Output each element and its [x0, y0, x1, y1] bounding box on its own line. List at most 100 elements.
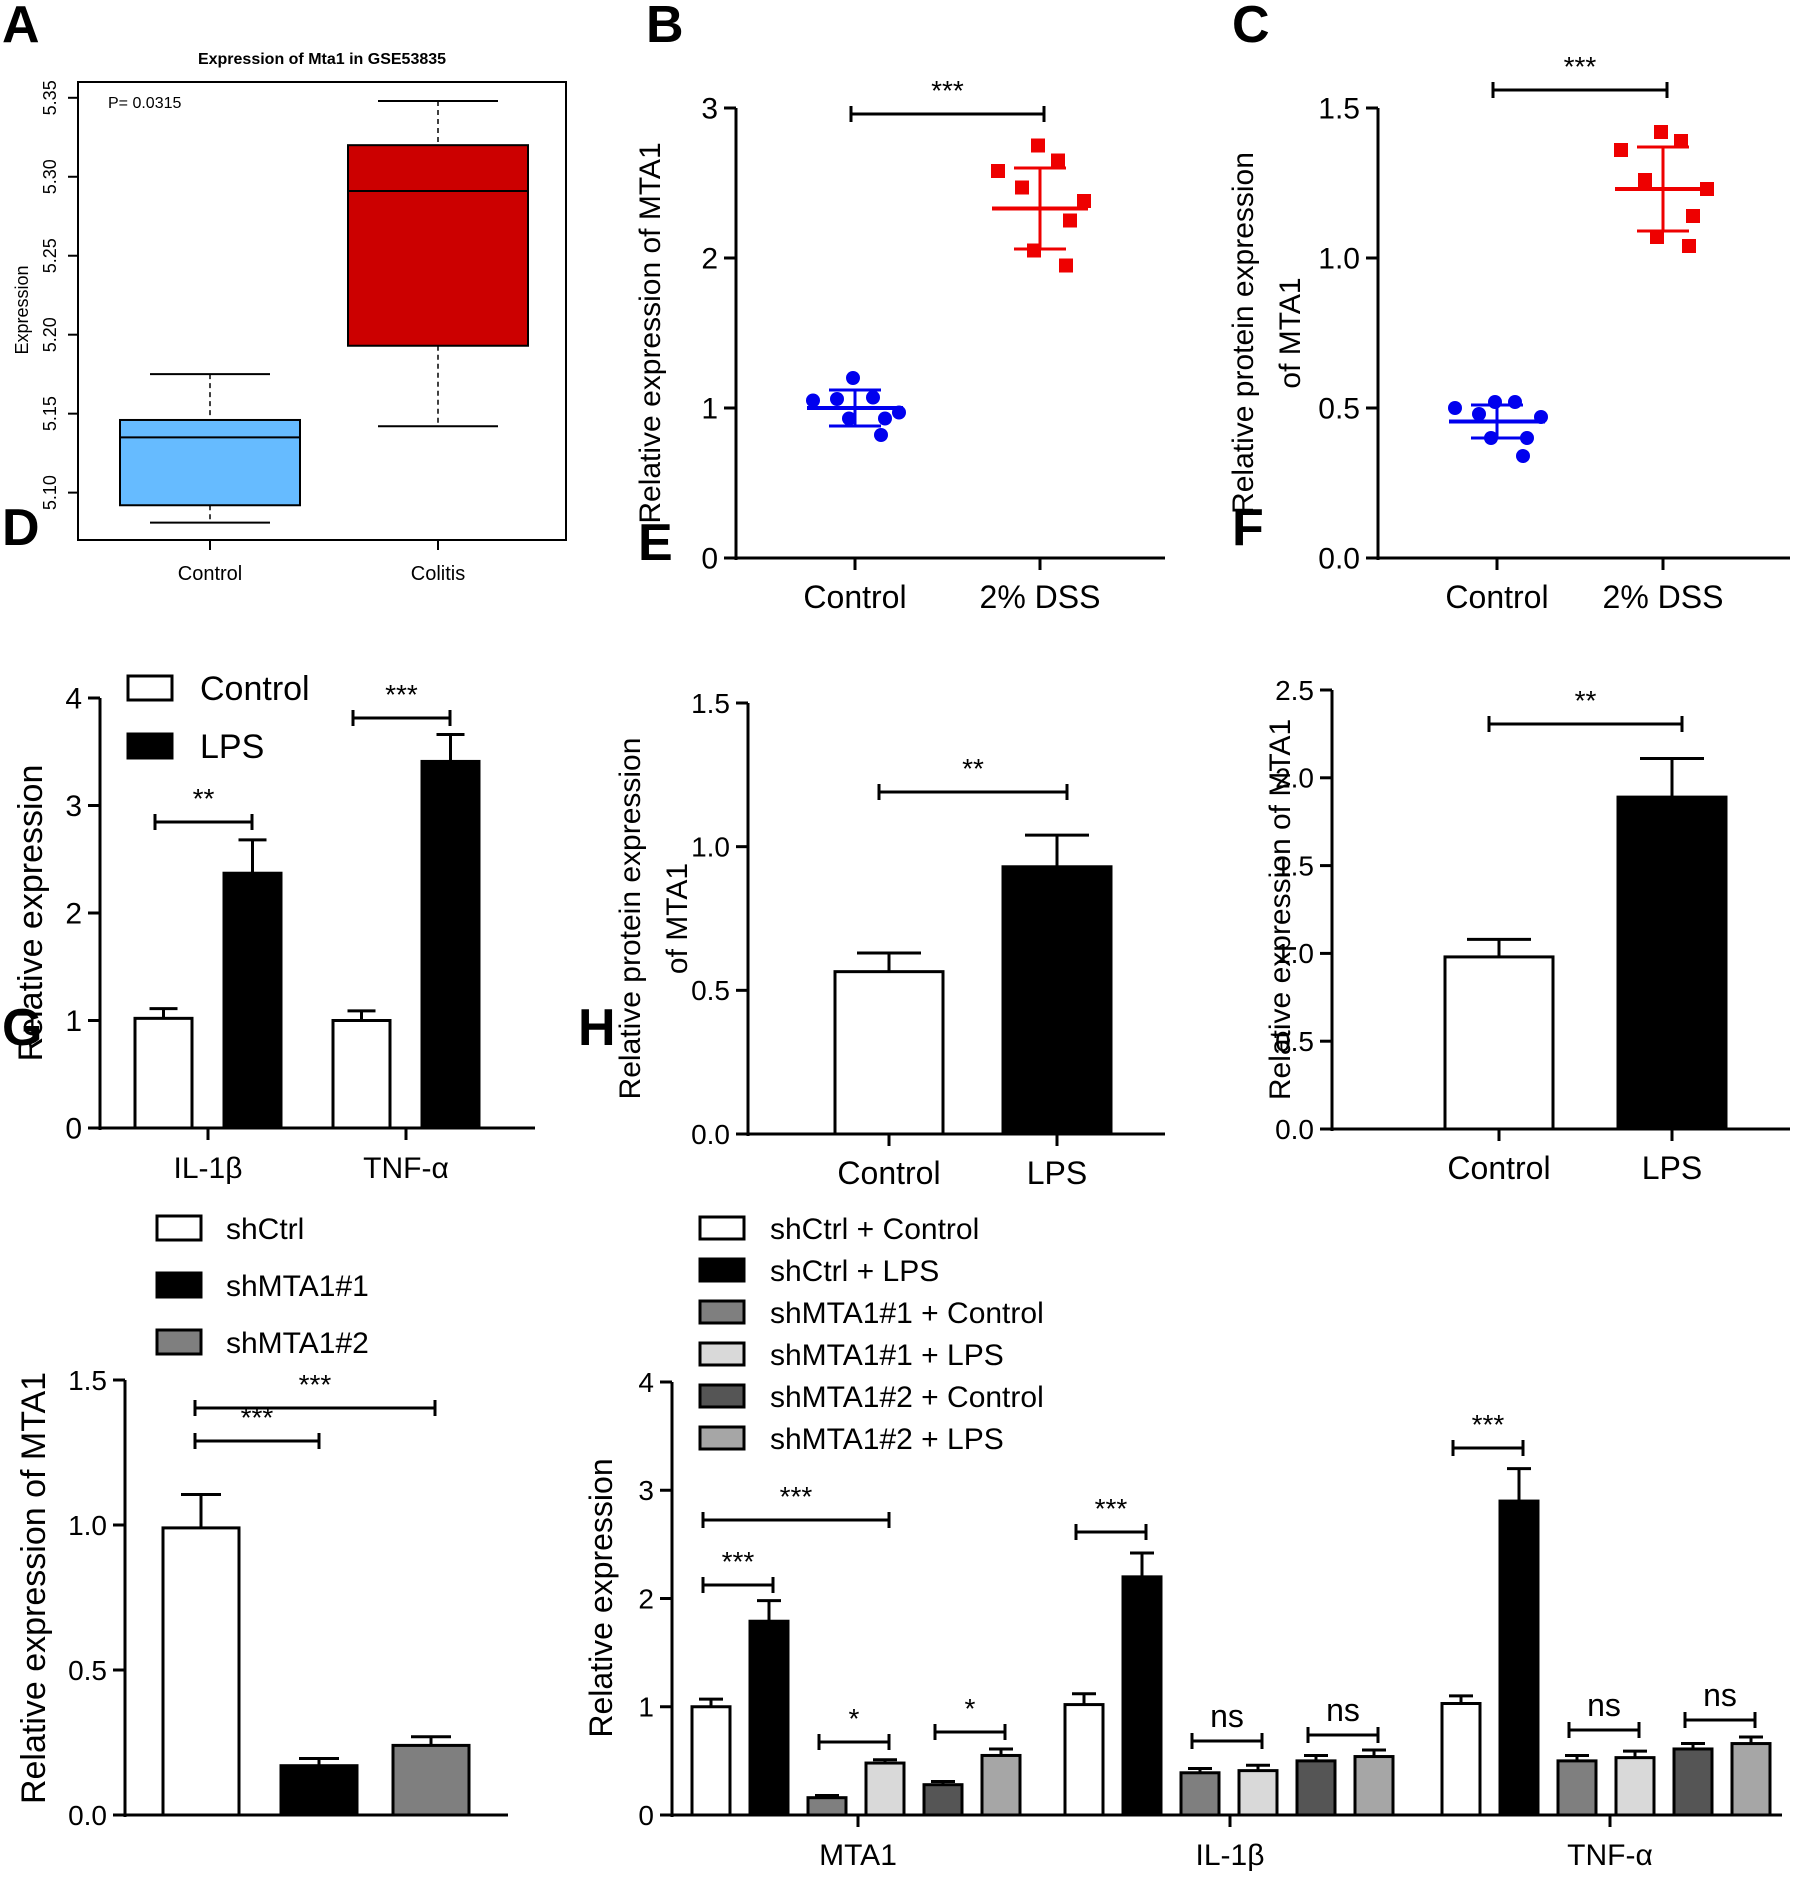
panelA-y-tick-label: 5.15	[40, 396, 60, 431]
panelG-bar-shMTA1#1	[279, 1764, 359, 1817]
panelB-point	[1051, 153, 1065, 168]
panelA-y-tick-label: 5.30	[40, 159, 60, 194]
panelH-sig-label: ns	[1587, 1687, 1621, 1723]
panelC-point	[1508, 395, 1522, 409]
panelC-point	[1650, 230, 1664, 244]
panelH-bar-shCtrl + LPS	[1498, 1499, 1540, 1817]
panelD-y-tick-label: 2	[65, 898, 82, 931]
panelG-y-label: Relative expression of MTA1	[15, 1372, 53, 1804]
panelB-x-tick-label: Control	[803, 579, 906, 615]
panelE-x-tick-label: LPS	[1027, 1155, 1087, 1191]
panelC-x-tick-label: 2% DSS	[1603, 579, 1724, 615]
panelD-y-tick-label: 1	[65, 1005, 82, 1038]
panelF-y-tick-label: 2.0	[1275, 763, 1314, 794]
panelC-y-tick-label: 1.0	[1318, 243, 1360, 276]
panelH-y-tick-label: 1	[638, 1692, 654, 1723]
panel-letter-F: F	[1232, 499, 1264, 557]
panelH-bar-shCtrl + Control	[1063, 1703, 1105, 1817]
panelA-y-tick-label: 5.25	[40, 238, 60, 273]
panelH-legend-label: shMTA1#2 + Control	[770, 1381, 1044, 1414]
panelA-box-Colitis	[347, 144, 529, 347]
panelH-y-tick-label: 2	[638, 1583, 654, 1614]
panelA-y-label: Expression	[12, 265, 32, 354]
panelH-bar-shMTA1#2 + LPS	[1730, 1742, 1772, 1817]
panelD-sig-label: ***	[385, 679, 418, 710]
panelA-y-tick-label: 5.35	[40, 80, 60, 115]
panelC-y-tick-label: 1.5	[1318, 93, 1360, 126]
panelH-bar-shMTA1#2 + Control	[1672, 1747, 1714, 1817]
panelF-y-tick-label: 0.0	[1275, 1114, 1314, 1145]
panelH-legend-swatch	[698, 1341, 746, 1367]
panelD-y-tick-label: 0	[65, 1113, 82, 1146]
panelE-y-tick-label: 0.5	[691, 975, 730, 1006]
panelC-sig-label: ***	[1564, 51, 1597, 82]
panelD-bar-Control	[133, 1016, 194, 1130]
panelA-pvalue: P= 0.0315	[108, 95, 182, 112]
panelG-y-tick-label: 0.0	[68, 1800, 107, 1831]
panelG-y-tick-label: 1.5	[68, 1365, 107, 1396]
panelH-sig-label: ns	[1703, 1677, 1737, 1713]
panelB-point	[874, 428, 888, 442]
panelG-y-tick-label: 0.5	[68, 1655, 107, 1686]
panelH-legend-swatch	[698, 1425, 746, 1451]
panel-letter-E: E	[638, 514, 673, 572]
panelH-sig-label: ***	[780, 1481, 813, 1512]
panelH-bar-shMTA1#1 + Control	[1556, 1759, 1598, 1817]
panelH-sig-label: ns	[1210, 1698, 1244, 1734]
panelH-legend-label: shCtrl + LPS	[770, 1255, 939, 1288]
panelF-bar-LPS	[1616, 795, 1728, 1131]
panelD-y-tick-label: 4	[65, 683, 82, 716]
panelE-y-tick-label: 1.0	[691, 831, 730, 862]
panelD-x-tick-label: IL-1β	[174, 1152, 243, 1185]
panelG-legend-label: shMTA1#1	[226, 1270, 369, 1303]
panelE-sig-label: **	[962, 753, 984, 784]
panelA-y-tick-label: 5.10	[40, 475, 60, 510]
panelC-point	[1614, 143, 1628, 157]
panelE-bar-LPS	[1001, 865, 1113, 1136]
panelH-y-label: Relative expression	[583, 1458, 619, 1737]
panelH-x-tick-label: TNF-α	[1567, 1839, 1653, 1872]
panelA-x-tick-label: Colitis	[411, 563, 465, 585]
panelB-point	[1077, 194, 1091, 208]
panelH-sig-label: ns	[1326, 1692, 1360, 1728]
panelH-y-tick-label: 4	[638, 1367, 654, 1398]
panelA-y-tick-label: 5.20	[40, 317, 60, 352]
panelC-y-label: Relative protein expression	[1227, 152, 1260, 514]
panelE-y-tick-label: 0.0	[691, 1119, 730, 1150]
panelB-y-tick-label: 3	[701, 93, 718, 126]
panelH-bar-shMTA1#2 + Control	[922, 1783, 964, 1817]
panelD-bar-Control	[331, 1019, 392, 1130]
panelB-point	[842, 411, 856, 426]
panelH-sig-label: ***	[1472, 1409, 1505, 1440]
panelG-legend-label: shCtrl	[226, 1213, 304, 1246]
panelH-bar-shCtrl + Control	[690, 1705, 732, 1817]
panelF-y-tick-label: 2.5	[1275, 675, 1314, 706]
panelB-point	[806, 393, 820, 408]
panelH-sig-label: ***	[1095, 1493, 1128, 1524]
panelH-bar-shMTA1#2 + LPS	[1353, 1755, 1395, 1817]
panelB-y-tick-label: 1	[701, 393, 718, 426]
panelD-y-tick-label: 3	[65, 790, 82, 823]
panelE-bar-Control	[833, 970, 945, 1136]
panelH-legend-label: shCtrl + Control	[770, 1213, 979, 1246]
panelD-legend-swatch	[126, 732, 174, 760]
panel-letter-D: D	[2, 499, 40, 557]
panelB-point	[846, 371, 860, 385]
panelH-bar-shMTA1#1 + LPS	[1237, 1769, 1279, 1817]
panelD-sig-label: **	[193, 783, 215, 814]
panelG-legend-swatch	[155, 1271, 203, 1299]
panelB-point	[878, 411, 892, 426]
panelB-y-label: Relative expression of MTA1	[634, 142, 667, 523]
panelB-x-tick-label: 2% DSS	[980, 579, 1101, 615]
panelH-bar-shCtrl + LPS	[748, 1619, 790, 1817]
panelC-point	[1448, 401, 1462, 415]
panelH-bar-shMTA1#1 + Control	[806, 1796, 848, 1817]
panelG-legend-swatch	[155, 1214, 203, 1242]
panelC-point	[1686, 209, 1700, 223]
panelD-bar-LPS	[222, 871, 283, 1130]
panelB-point	[1063, 213, 1077, 228]
panelB-point	[1015, 180, 1029, 195]
panelH-bar-shMTA1#1 + Control	[1179, 1771, 1221, 1817]
panelC-y-label: of MTA1	[1274, 277, 1307, 388]
panelE-x-tick-label: Control	[837, 1155, 940, 1191]
